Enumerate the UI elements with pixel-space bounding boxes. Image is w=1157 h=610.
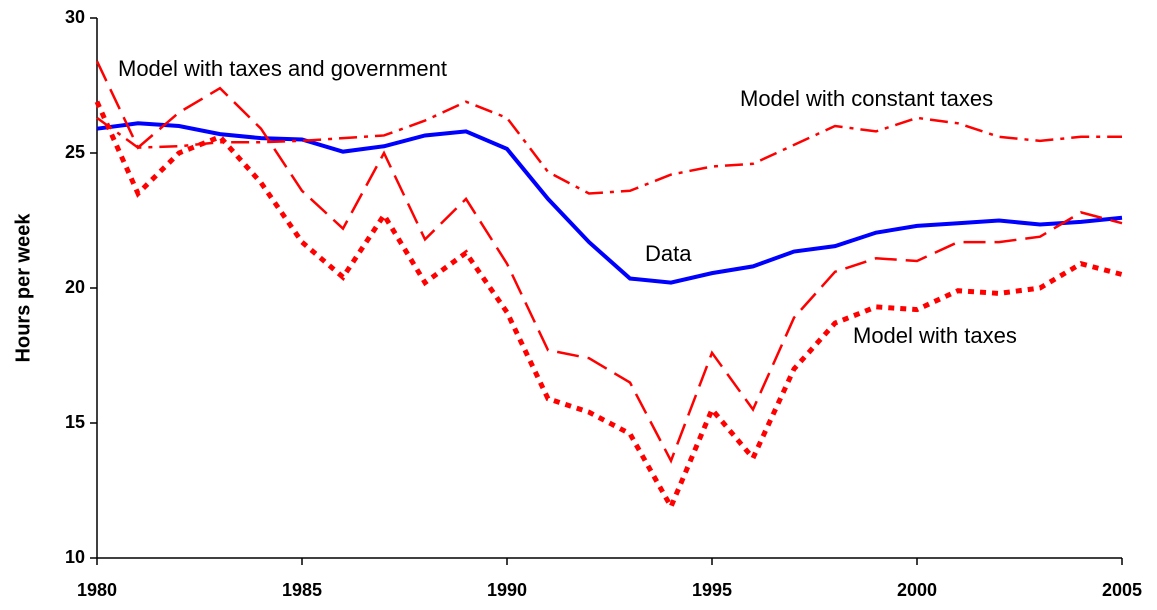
series-line: [94, 100, 1123, 513]
y-tick-label: 20: [65, 277, 85, 297]
series-label: Model with constant taxes: [740, 86, 993, 111]
y-axis-title: Hours per week: [12, 213, 34, 363]
x-tick-label: 2000: [897, 580, 937, 600]
x-tick-label: 1990: [487, 580, 527, 600]
x-tick-label: 2005: [1102, 580, 1142, 600]
series-label: Model with taxes and government: [118, 56, 447, 81]
x-tick-label: 1980: [77, 580, 117, 600]
series-line: [96, 121, 1123, 285]
series-label: Model with taxes: [853, 323, 1017, 348]
series-line: [96, 100, 1122, 195]
y-tick-label: 10: [65, 547, 85, 567]
series-label: Data: [645, 241, 692, 266]
y-tick-label: 30: [65, 7, 85, 27]
y-tick-label: 25: [65, 142, 85, 162]
x-tick-label: 1985: [282, 580, 322, 600]
y-tick-label: 15: [65, 412, 85, 432]
x-tick-label: 1995: [692, 580, 732, 600]
series-line: [95, 60, 1123, 464]
